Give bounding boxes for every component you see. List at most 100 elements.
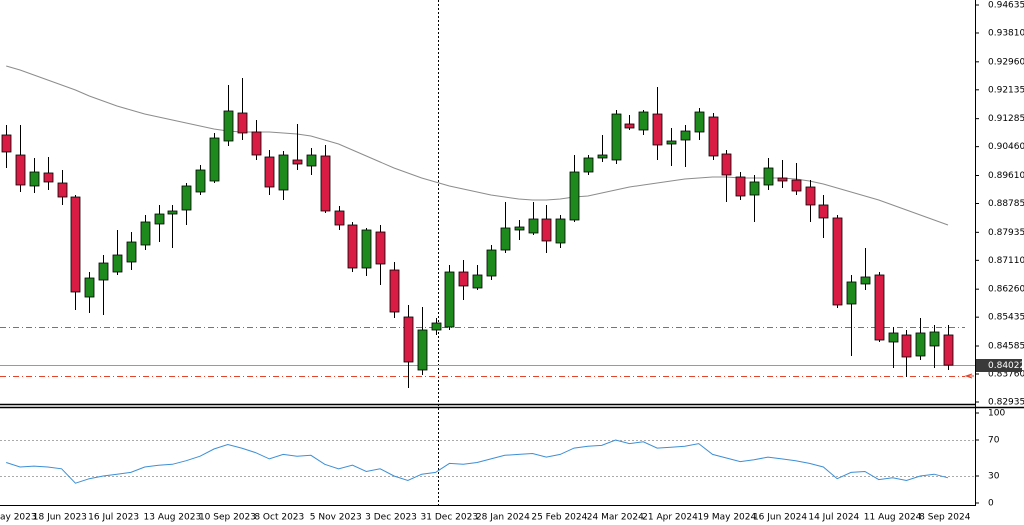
candle-body: [694, 111, 705, 133]
candle-body: [541, 218, 552, 242]
candle-body: [777, 177, 788, 182]
y-tick-label: 0.92135: [988, 85, 1024, 95]
rsi-tick-label: 30: [988, 472, 1000, 482]
candle-body: [306, 154, 317, 167]
candle-body: [611, 113, 622, 161]
y-tick-label: 0.85435: [988, 313, 1024, 323]
candle-body: [347, 224, 358, 269]
x-tick-label: 3 Dec 2023: [365, 513, 417, 523]
x-tick-label: 31 Dec 2023: [421, 513, 479, 523]
candle-body: [500, 227, 511, 251]
candle-body: [43, 172, 54, 183]
candle-body: [943, 334, 954, 366]
candle-body: [154, 213, 165, 225]
candle-body: [57, 182, 68, 198]
x-tick-label: 18 Jun 2023: [33, 513, 87, 523]
candle-body: [181, 185, 192, 211]
y-tick-label: 0.87110: [988, 256, 1024, 266]
y-tick-label: 0.89610: [988, 171, 1024, 181]
candle-body: [195, 169, 206, 193]
candle-body: [638, 111, 649, 131]
candle-body: [583, 157, 594, 173]
y-tick-label: 0.94635: [988, 0, 1024, 10]
candle-body: [624, 123, 635, 129]
candle-body: [860, 276, 871, 285]
x-tick-label: 19 May 2024: [698, 513, 757, 523]
x-tick-label: 24 Mar 2024: [587, 513, 644, 523]
x-tick-label: 14 Jul 2024: [808, 513, 859, 523]
candle-body: [1, 134, 12, 153]
x-tick-label: 16 Jun 2024: [753, 513, 807, 523]
x-tick-label: 25 Feb 2024: [531, 513, 587, 523]
candle-body: [251, 131, 262, 156]
candle-body: [874, 274, 885, 341]
candle-body: [708, 116, 719, 157]
x-tick-label: 11 Aug 2024: [864, 513, 922, 523]
x-tick-label: 10 Sep 2023: [199, 513, 256, 523]
candle-body: [805, 186, 816, 206]
candle-body: [458, 271, 469, 287]
y-tick-label: 0.92960: [988, 57, 1024, 67]
candle-body: [223, 110, 234, 142]
candle-body: [126, 241, 137, 263]
y-tick-label: 0.83760: [988, 370, 1024, 380]
x-tick-label: 13 Aug 2023: [144, 513, 202, 523]
candle-body: [597, 154, 608, 159]
x-tick-label: 16 Jul 2023: [88, 513, 139, 523]
y-tick-label: 0.87935: [988, 228, 1024, 238]
candle-body: [292, 159, 303, 165]
y-tick-label: 0.93810: [988, 28, 1024, 38]
rsi-line: [6, 439, 949, 484]
candle-body: [846, 281, 857, 305]
candle-body: [167, 210, 178, 215]
candle-body: [514, 226, 525, 231]
candle-body: [832, 217, 843, 306]
candle-body: [444, 271, 455, 328]
candle-body: [361, 229, 372, 269]
candle-body: [417, 329, 428, 371]
x-tick-label: 8 Sep 2024: [919, 513, 971, 523]
x-tick-label: 8 Oct 2023: [254, 513, 304, 523]
candle-body: [472, 274, 483, 289]
candle-body: [666, 140, 677, 145]
candle-body: [791, 179, 802, 192]
candle-body: [98, 262, 109, 281]
candle-body: [680, 130, 691, 141]
candle-body: [749, 181, 760, 196]
rsi-tick-label: 100: [988, 409, 1005, 419]
rsi-tick-label: 70: [988, 436, 1000, 446]
y-tick-label: 0.82935: [988, 397, 1024, 407]
candle-body: [888, 332, 899, 343]
last-price-box: [976, 359, 1022, 372]
x-tick-label: ay 2023: [0, 513, 37, 523]
candle-body: [278, 154, 289, 191]
candle-body: [29, 171, 40, 187]
candle-body: [555, 218, 566, 244]
candle-body: [375, 231, 386, 265]
candle-body: [929, 331, 940, 347]
candle-body: [15, 154, 26, 186]
candle-body: [652, 113, 663, 146]
candle-body: [735, 176, 746, 197]
candle-body: [237, 112, 248, 134]
candle-body: [84, 277, 95, 298]
y-tick-label: 0.84585: [988, 342, 1024, 352]
rsi-tick-label: 0: [988, 499, 994, 509]
last-price-label: 0.84022: [988, 361, 1024, 371]
candle-body: [334, 210, 345, 226]
candle-body: [140, 221, 151, 246]
candle-body: [721, 153, 732, 176]
candle-body: [389, 269, 400, 313]
candle-body: [901, 334, 912, 358]
x-tick-label: 21 Apr 2024: [642, 513, 698, 523]
candle-body: [528, 218, 539, 234]
level-arrow: [964, 373, 974, 379]
candle-body: [486, 249, 497, 277]
candle-body: [915, 332, 926, 357]
candle-body: [763, 167, 774, 186]
candle-body: [818, 204, 829, 219]
candle-body: [264, 156, 275, 188]
